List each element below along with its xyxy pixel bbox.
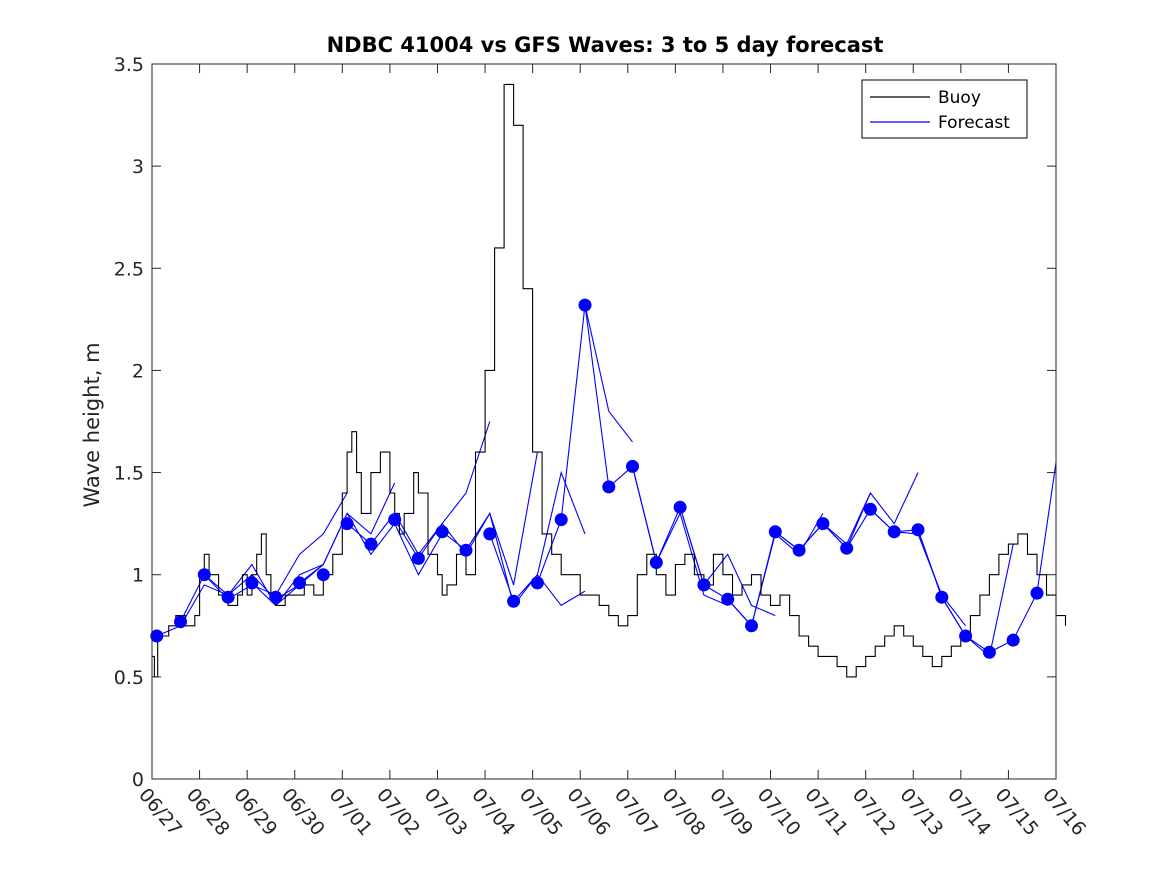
x-tick-label: 07/13 xyxy=(895,784,947,840)
x-tick-label: 07/03 xyxy=(420,784,472,840)
x-tick-label: 07/04 xyxy=(467,784,519,840)
y-tick-label: 2.5 xyxy=(114,258,144,280)
forecast-point xyxy=(340,517,354,531)
forecast-point xyxy=(435,525,449,539)
x-tick-label: 07/07 xyxy=(610,784,662,840)
y-tick-label: 2 xyxy=(132,360,144,382)
forecast-point xyxy=(745,619,758,633)
x-tick-label: 07/11 xyxy=(800,784,852,840)
forecast-point xyxy=(935,590,949,604)
forecast-point xyxy=(174,615,187,629)
forecast-point xyxy=(982,645,996,659)
y-axis-label: Wave height, m xyxy=(80,342,104,507)
forecast-point xyxy=(150,629,164,643)
y-tick-label: 1.5 xyxy=(114,463,144,485)
forecast-point xyxy=(911,523,925,537)
forecast-point xyxy=(411,551,425,565)
forecast-point xyxy=(1030,586,1044,600)
y-tick-label: 0 xyxy=(132,769,144,791)
forecast-point xyxy=(863,502,877,516)
forecast-run-line-7 xyxy=(441,470,586,607)
forecast-run-line-17 xyxy=(917,462,1057,653)
forecast-point xyxy=(697,578,711,592)
x-tick-label: 07/14 xyxy=(943,784,995,840)
x-tick-label: 07/02 xyxy=(372,784,424,840)
x-tick-label: 07/09 xyxy=(705,784,757,840)
forecast-point xyxy=(459,543,473,557)
forecast-point xyxy=(1006,633,1020,647)
x-tick-label: 06/29 xyxy=(229,784,281,840)
legend-buoy-label: Buoy xyxy=(938,88,981,108)
forecast-run-line-12 xyxy=(679,507,824,627)
forecast-point xyxy=(483,527,497,541)
x-tick-label: 07/01 xyxy=(324,784,376,840)
forecast-run-line-8 xyxy=(489,533,586,607)
y-tick-label: 3.5 xyxy=(114,54,144,76)
forecast-run-line-14 xyxy=(774,472,919,551)
forecast-run-line-2 xyxy=(203,492,348,600)
forecast-point xyxy=(649,556,663,569)
plot-area xyxy=(150,83,1067,678)
forecast-point xyxy=(197,568,211,582)
forecast-point xyxy=(602,480,616,494)
forecast-point xyxy=(673,500,687,514)
forecast-point xyxy=(269,590,283,604)
forecast-point xyxy=(840,541,854,555)
forecast-point xyxy=(792,543,806,557)
chart-title: NDBC 41004 vs GFS Waves: 3 to 5 day fore… xyxy=(327,33,884,57)
y-tick-label: 0.5 xyxy=(114,667,144,689)
forecast-point xyxy=(578,298,592,312)
x-tick-label: 07/06 xyxy=(562,784,614,840)
forecast-run-line-13 xyxy=(727,492,871,627)
forecast-point xyxy=(887,525,901,539)
forecast-point xyxy=(530,576,544,590)
x-tick-label: 07/15 xyxy=(991,784,1043,840)
legend-box xyxy=(861,79,1028,139)
x-tick-label: 07/16 xyxy=(1038,784,1090,840)
forecast-point xyxy=(364,537,378,551)
legend: Buoy Forecast xyxy=(861,79,1028,139)
forecast-point xyxy=(245,576,259,590)
forecast-point xyxy=(959,629,973,643)
x-tick-label: 07/10 xyxy=(753,784,805,840)
axes-box xyxy=(151,63,1057,780)
x-tick-label: 07/05 xyxy=(515,784,567,840)
forecast-point xyxy=(816,517,830,531)
forecast-run-line-4 xyxy=(299,512,443,584)
forecast-point xyxy=(293,576,306,590)
forecast-point xyxy=(388,513,402,527)
legend-forecast-label: Forecast xyxy=(938,113,1010,133)
x-tick-label: 06/28 xyxy=(182,784,234,840)
x-tick-label: 07/12 xyxy=(848,784,900,840)
forecast-point xyxy=(316,568,330,582)
forecast-point xyxy=(507,594,521,608)
x-tick-label: 07/08 xyxy=(658,784,710,840)
forecast-point xyxy=(721,592,735,606)
buoy-line xyxy=(152,83,1067,678)
forecast-point xyxy=(221,590,235,604)
forecast-point xyxy=(768,525,782,539)
y-tick-label: 3 xyxy=(132,156,144,178)
x-tick-label: 06/27 xyxy=(134,784,186,840)
forecast-point xyxy=(554,513,568,527)
axes: 00.511.522.533.506/2706/2806/2906/3007/0… xyxy=(114,54,1090,840)
y-tick-label: 1 xyxy=(132,565,144,587)
x-tick-label: 06/30 xyxy=(277,784,329,840)
forecast-point xyxy=(626,459,639,473)
